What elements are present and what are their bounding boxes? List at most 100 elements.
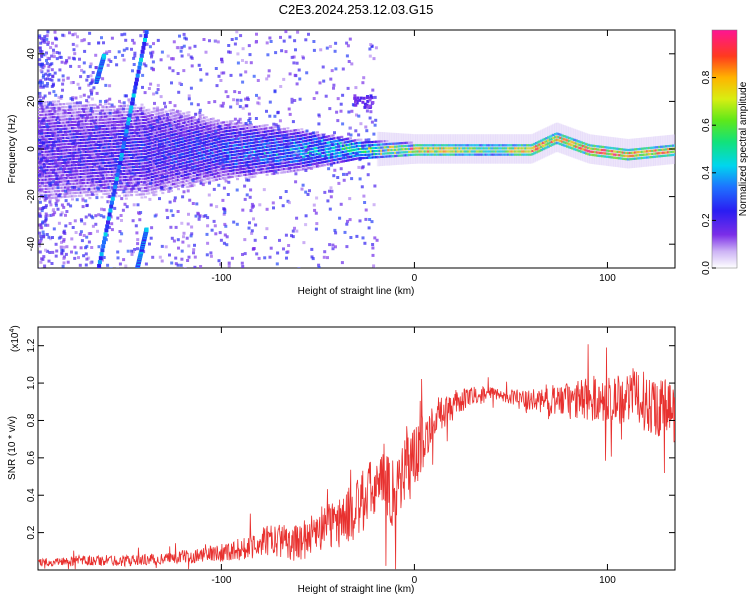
heatmap-cell [283, 140, 286, 143]
heatmap-noise [152, 92, 156, 96]
heatmap-cell [223, 173, 227, 176]
heatmap-cell [316, 156, 319, 159]
heatmap-noise [190, 225, 194, 229]
heatmap-cell [90, 125, 94, 128]
heatmap-cell [180, 137, 184, 140]
heatmap-cell [649, 156, 653, 159]
heatmap-cell [383, 140, 387, 143]
heatmap-cell [270, 157, 274, 160]
heatmap-cell [137, 156, 140, 159]
heatmap-cell [654, 152, 658, 155]
heatmap-cell [326, 150, 330, 154]
heatmap-halo [517, 134, 521, 164]
heatmap-cell [210, 121, 213, 124]
heatmap-cell [111, 167, 114, 170]
heatmap-cell [123, 157, 127, 160]
heatmap-cell [102, 134, 106, 137]
heatmap-cell [432, 150, 436, 153]
heatmap-cell [91, 122, 95, 125]
heatmap-halo [534, 132, 538, 162]
heatmap-cell [216, 156, 220, 159]
heatmap-cell [232, 122, 236, 125]
heatmap-halo [481, 134, 484, 164]
heatmap-cell [263, 146, 267, 149]
heatmap-cell [83, 163, 87, 166]
heatmap-cell [173, 142, 177, 145]
heatmap-cell [130, 190, 134, 194]
heatmap-halo [423, 134, 427, 164]
heatmap-cell [404, 154, 408, 157]
heatmap-halo [574, 129, 578, 159]
heatmap-cell [210, 145, 213, 149]
heatmap-cell [163, 185, 167, 188]
heatmap-cell [69, 121, 73, 124]
heatmap-cell [135, 144, 139, 147]
heatmap-halo [437, 134, 441, 164]
heatmap-cell [196, 121, 200, 124]
heatmap-cell [182, 155, 186, 158]
heatmap-cell [425, 147, 429, 150]
heatmap-cell [258, 137, 262, 140]
heatmap-cell [93, 137, 97, 141]
heatmap-cell [175, 160, 179, 163]
heatmap-cell [119, 105, 123, 108]
heatmap-cell [305, 158, 309, 161]
heatmap-cell [102, 137, 106, 140]
heatmap-cell [175, 114, 179, 117]
heatmap-cell [156, 131, 160, 134]
heatmap-cell [609, 156, 613, 159]
heatmap-halo [571, 128, 575, 158]
heatmap-cell [161, 145, 165, 148]
heatmap-cell [479, 150, 483, 153]
heatmap-cell [102, 174, 106, 177]
heatmap-cell [236, 162, 239, 165]
heatmap-cell [312, 144, 316, 147]
heatmap-halo [496, 134, 500, 164]
heatmap-cell [274, 160, 278, 163]
heatmap-cell [646, 156, 649, 159]
heatmap-cell [135, 110, 139, 113]
heatmap-cell [227, 170, 231, 173]
heatmap-cell [283, 146, 286, 149]
heatmap-cell [62, 137, 66, 140]
heatmap-cell [201, 144, 205, 148]
heatmap-cell [475, 147, 479, 150]
heatmap-cell [51, 196, 55, 199]
heatmap-cell [55, 137, 59, 140]
heatmap-noise [145, 42, 149, 46]
heatmap-cell [178, 131, 182, 135]
heatmap-cell [76, 176, 80, 179]
heatmap-cell [260, 128, 264, 131]
heatmap-halo [599, 135, 603, 166]
heatmap-cell [163, 123, 167, 126]
heatmap-noise [40, 209, 44, 213]
heatmap-cell [204, 156, 208, 159]
heatmap-cell [653, 149, 656, 152]
heatmap-cell [251, 129, 255, 132]
heatmap-cell [138, 131, 142, 134]
heatmap-cell [404, 148, 408, 151]
heatmap-cell [442, 150, 446, 153]
heatmap-cell [246, 151, 250, 154]
heatmap-cell [149, 114, 153, 117]
heatmap-cell [46, 113, 50, 116]
heatmap-cell [326, 138, 330, 141]
heatmap-cell [517, 144, 521, 147]
heatmap-cell [53, 156, 57, 159]
heatmap-cell [109, 167, 113, 170]
heatmap-cell [336, 158, 340, 161]
heatmap-cell [154, 159, 158, 162]
heatmap-cell [58, 171, 62, 174]
heatmap-cell [159, 149, 163, 152]
heatmap-cell [272, 132, 276, 135]
heatmap-cell [119, 188, 123, 191]
heatmap-cell [249, 163, 253, 166]
heatmap-cell [189, 129, 193, 132]
heatmap-cell [168, 150, 172, 153]
heatmap-halo [640, 137, 644, 168]
heatmap-cell [144, 115, 147, 118]
heatmap-cell [300, 137, 304, 140]
heatmap-cell [39, 138, 43, 141]
heatmap-cell [117, 136, 121, 139]
heatmap-cell [314, 137, 318, 140]
